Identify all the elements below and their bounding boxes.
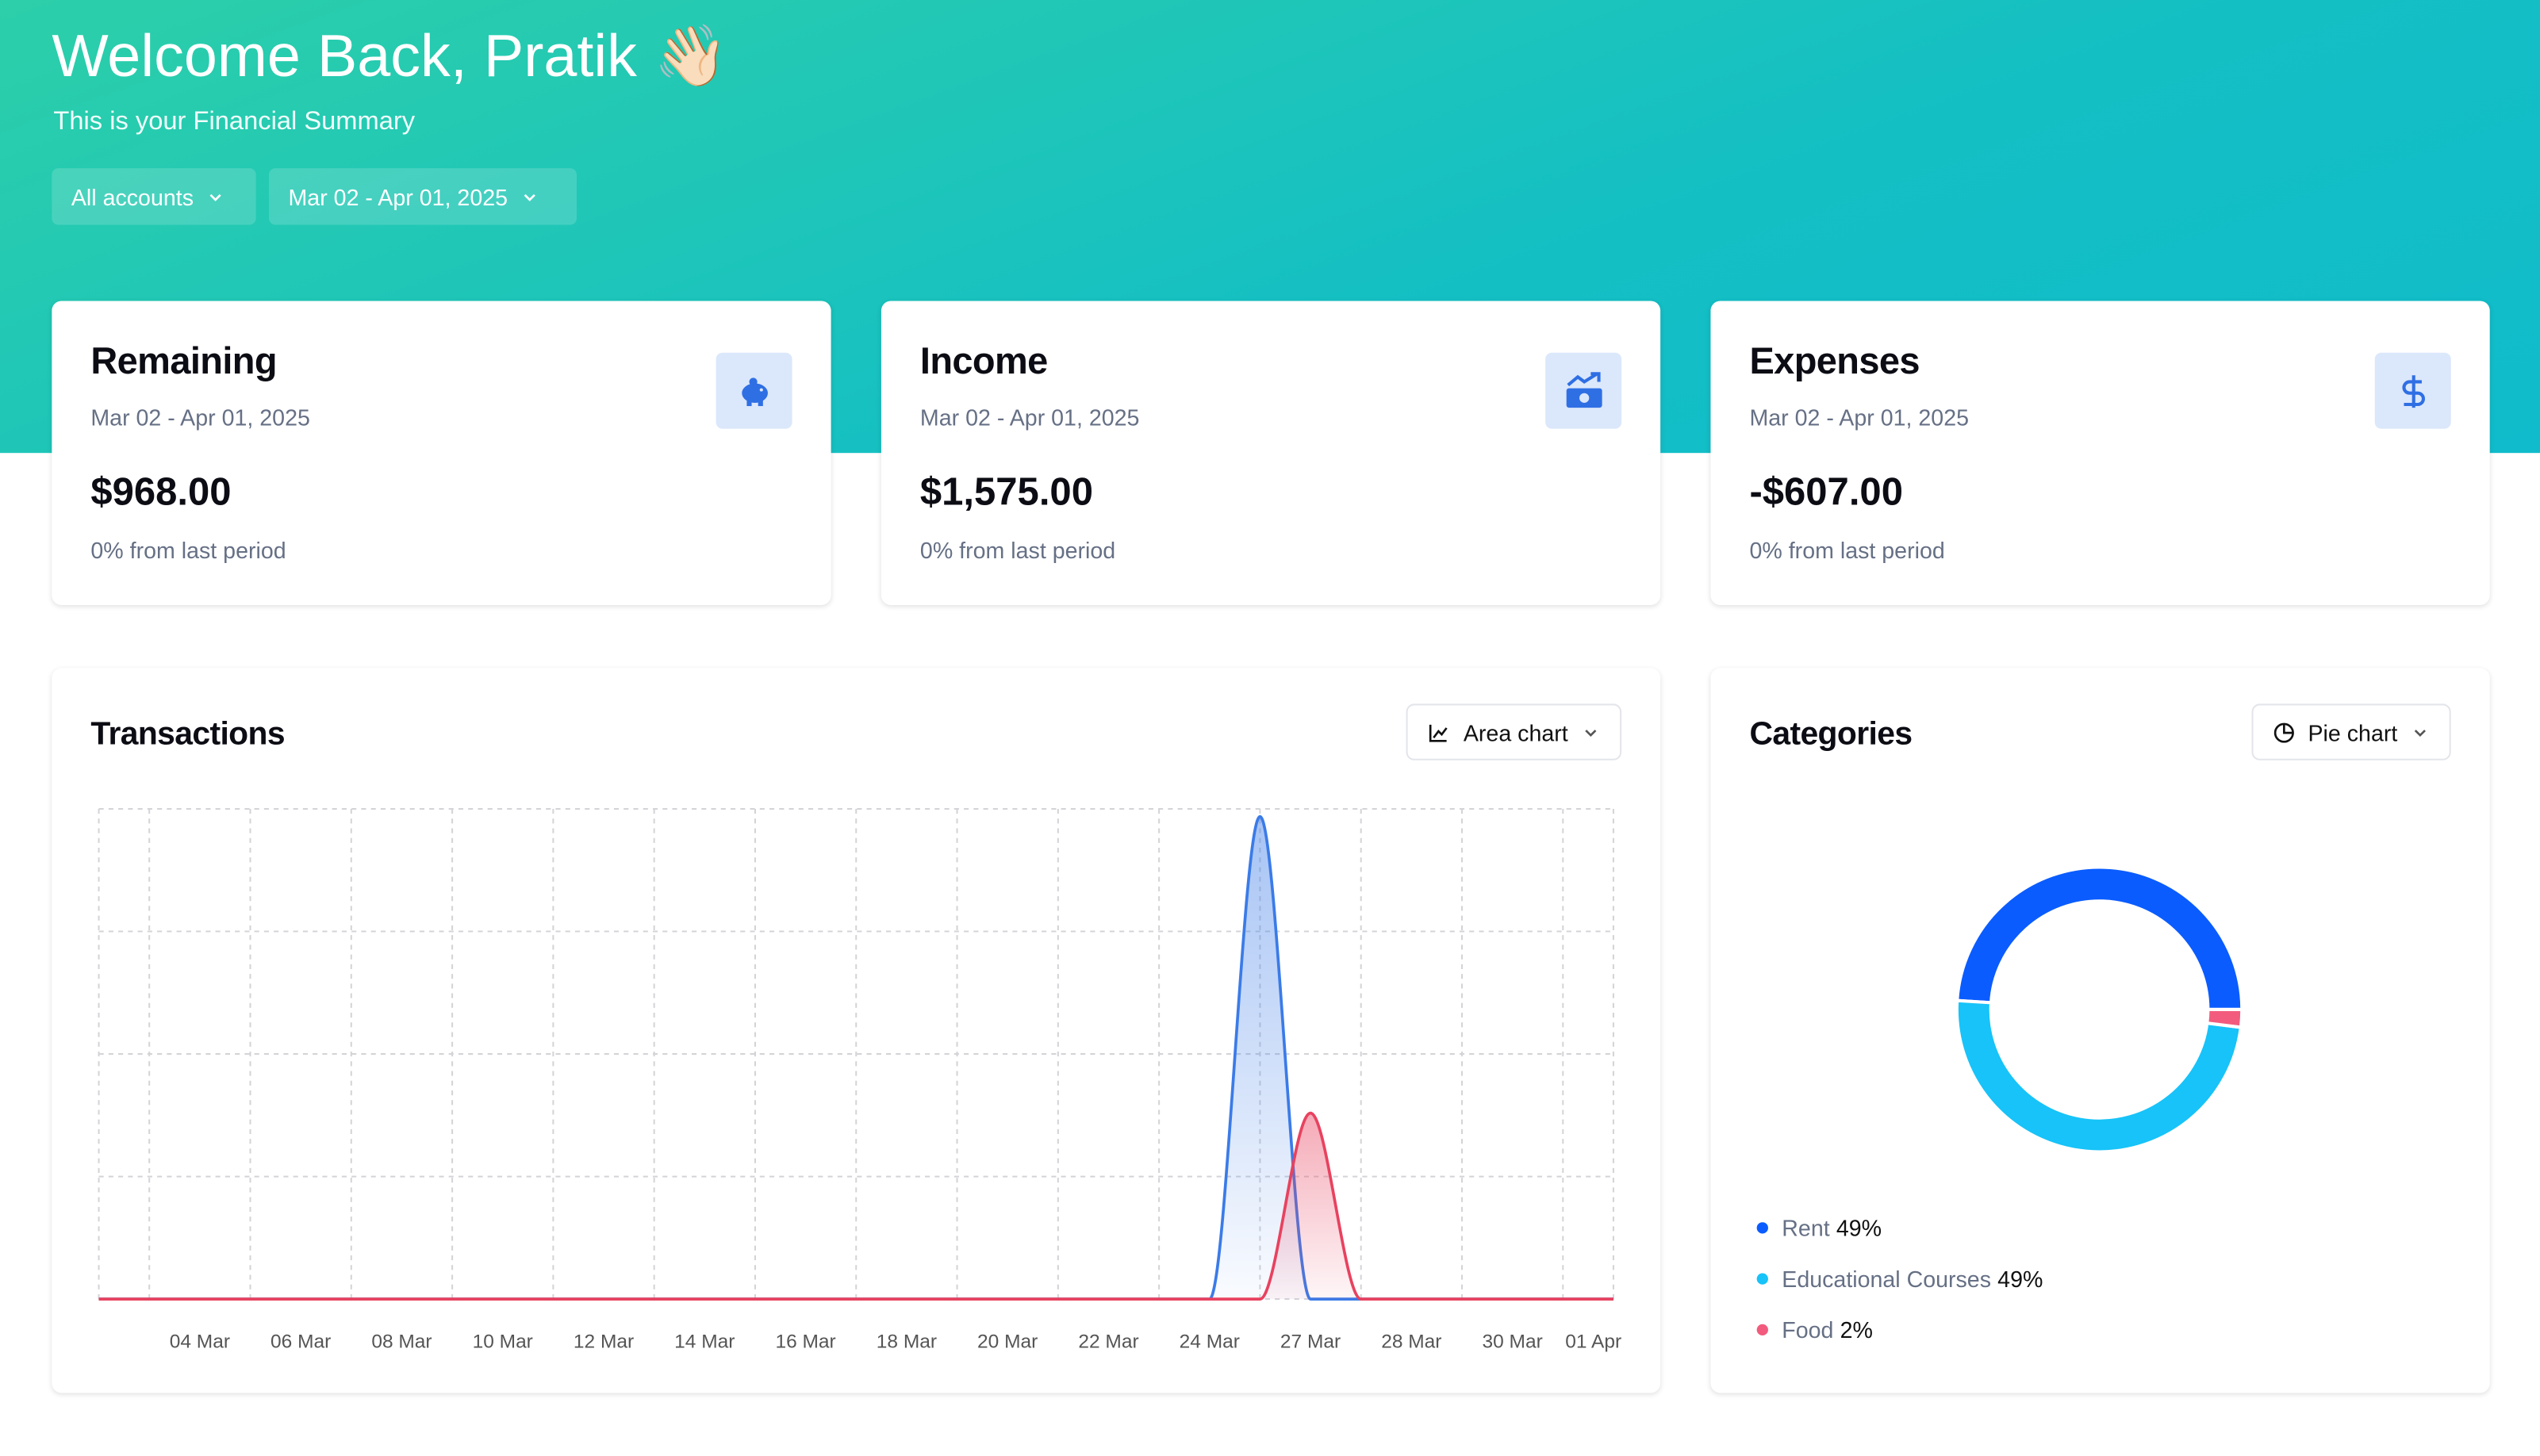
icon	[2273, 722, 2294, 742]
income-icon	[1545, 352, 1622, 429]
x-tick-label: 27 Mar	[1280, 1331, 1341, 1352]
legend-entry: Rent 49%	[1782, 1217, 1882, 1242]
chevron	[1585, 729, 1597, 737]
income-card: Income Mar 02 - Apr 01, 2025 $1,575.00 0…	[881, 301, 1661, 605]
expenses-card: Expenses Mar 02 - Apr 01, 2025 -$607.00 …	[1710, 301, 2490, 605]
icon	[1429, 723, 1448, 741]
x-tick-label: 22 Mar	[1078, 1331, 1138, 1352]
card-period: Mar 02 - Apr 01, 2025	[1749, 404, 1970, 431]
chevron	[524, 193, 536, 201]
chevron	[2414, 729, 2426, 737]
legend-entry: Educational Courses 49%	[1782, 1267, 2043, 1293]
pie-slice	[1955, 865, 2244, 1011]
legend-dot	[1756, 1222, 1768, 1234]
select-label: Area chart	[1463, 718, 1568, 745]
pie-slice	[2205, 1007, 2244, 1029]
x-tick-label: 08 Mar	[371, 1331, 432, 1352]
chart-type-select[interactable]: Area chart	[1406, 703, 1622, 761]
card-change: 0% from last period	[1749, 537, 1945, 563]
transactions-panel: Transactions Area chart	[52, 668, 1661, 1393]
x-tick-label: 28 Mar	[1381, 1331, 1441, 1352]
card-period: Mar 02 - Apr 01, 2025	[919, 404, 1140, 431]
card-change: 0% from last period	[90, 537, 286, 563]
area-fill	[98, 816, 1613, 1300]
date-filter[interactable]: Mar 02 - Apr 01, 2025	[268, 168, 577, 225]
filter-label: Mar 02 - Apr 01, 2025	[288, 183, 508, 210]
icon	[2401, 374, 2424, 408]
x-tick-label: 14 Mar	[674, 1331, 735, 1352]
card-amount: $1,575.00	[919, 470, 1093, 515]
x-tick-label: 04 Mar	[170, 1331, 230, 1352]
card-title: Expenses	[1749, 339, 1920, 382]
area-fill	[98, 1113, 1613, 1300]
chart-type-select[interactable]: Pie chart	[2251, 703, 2451, 761]
legend-entry: Food 2%	[1782, 1318, 1873, 1343]
x-tick-label: 30 Mar	[1483, 1331, 1543, 1352]
legend-value: 2%	[1840, 1318, 1873, 1343]
card-title: Income	[919, 339, 1048, 382]
icon	[741, 377, 767, 406]
categories-panel: Categories Pie chart	[1710, 668, 2490, 1393]
card-period: Mar 02 - Apr 01, 2025	[90, 404, 310, 431]
piggy-icon	[716, 352, 792, 429]
x-tick-label: 20 Mar	[977, 1331, 1038, 1352]
account-filter[interactable]: All accounts	[52, 168, 256, 225]
legend-value: 49%	[1997, 1267, 2043, 1293]
x-tick-label: 12 Mar	[574, 1331, 634, 1352]
chevron	[210, 193, 222, 201]
card-amount: $968.00	[90, 470, 232, 515]
legend-label: Food	[1782, 1318, 1833, 1343]
card-change: 0% from last period	[919, 537, 1116, 563]
x-tick-label: 16 Mar	[775, 1331, 835, 1352]
legend-value: 49%	[1836, 1217, 1882, 1242]
subtitle: This is your Financial Summary	[53, 108, 416, 136]
x-tick-label: 01 Apr	[1565, 1331, 1621, 1352]
legend-dot	[1756, 1273, 1768, 1285]
panel-title: Transactions	[90, 716, 285, 753]
icon	[1565, 371, 1602, 408]
x-tick-label: 06 Mar	[270, 1331, 331, 1352]
x-tick-label: 18 Mar	[877, 1331, 937, 1352]
legend-label: Rent	[1782, 1217, 1829, 1242]
welcome-title: Welcome Back, Pratik 👋🏻	[52, 22, 729, 90]
area-line	[98, 1111, 1613, 1301]
panel-title: Categories	[1749, 716, 1913, 753]
remaining-card: Remaining Mar 02 - Apr 01, 2025 $968.00 …	[52, 301, 831, 605]
card-amount: -$607.00	[1749, 470, 1903, 515]
card-title: Remaining	[90, 339, 277, 382]
x-tick-label: 10 Mar	[473, 1331, 533, 1352]
legend-label: Educational Courses	[1782, 1267, 1991, 1293]
x-tick-label: 24 Mar	[1180, 1331, 1240, 1352]
select-label: Pie chart	[2308, 718, 2398, 745]
pie-slice	[1955, 998, 2243, 1154]
filter-label: All accounts	[71, 183, 194, 210]
legend-dot	[1756, 1324, 1768, 1336]
dollar-icon	[2374, 352, 2451, 429]
